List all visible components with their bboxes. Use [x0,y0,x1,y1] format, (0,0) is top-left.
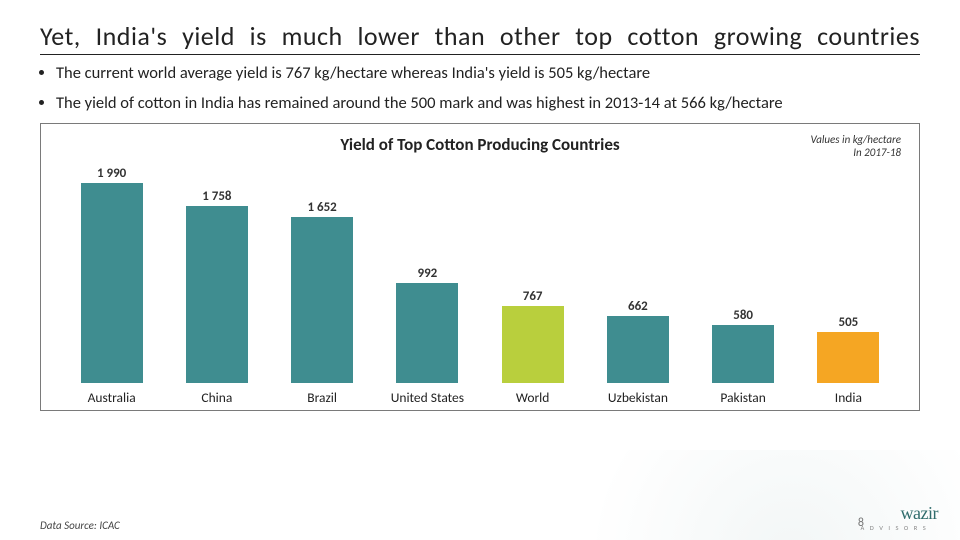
x-axis-label: Uzbekistan [585,389,690,406]
x-axis-label: Australia [59,389,164,406]
x-axis-label: World [480,389,585,406]
page-title: Yet, India's yield is much lower than ot… [40,22,920,55]
bullet-item: The current world average yield is 767 k… [56,63,920,83]
chart-title: Yield of Top Cotton Producing Countries [340,134,619,155]
chart-plot-area: 1 990 1 758 1 652 992 767 662 580 505 [59,161,901,383]
bar [607,316,669,383]
bar [712,325,774,383]
x-axis-label: Pakistan [691,389,796,406]
logo-subtext: A D V I S O R S [861,524,938,532]
bar-value-label: 505 [838,315,858,330]
bar [291,217,353,383]
bar-value-label: 1 652 [307,200,336,215]
logo: wazir A D V I S O R S [901,503,938,534]
bar-value-label: 992 [417,266,437,281]
x-axis-label: United States [375,389,480,406]
bar [396,283,458,383]
chart-header: Yield of Top Cotton Producing Countries … [59,134,901,155]
bar [817,332,879,383]
x-axis-label: India [796,389,901,406]
bar-value-label: 1 758 [202,189,231,204]
bar-value-label: 662 [628,299,648,314]
x-axis-label: China [164,389,269,406]
chart-note-line: In 2017-18 [811,147,902,160]
bullet-item: The yield of cotton in India has remaine… [56,93,920,113]
bar-column: 580 [691,161,796,383]
chart-note-line: Values in kg/hectare [811,134,902,147]
bar [81,183,143,383]
bar-value-label: 580 [733,308,753,323]
bar-column: 1 990 [59,161,164,383]
chart-note: Values in kg/hectare In 2017-18 [811,134,902,159]
logo-text: wazir [901,503,938,524]
bar [186,206,248,383]
chart-x-axis: AustraliaChinaBrazilUnited StatesWorldUz… [59,389,901,406]
slide: Yet, India's yield is much lower than ot… [0,0,960,540]
bullet-list: The current world average yield is 767 k… [40,63,920,113]
bar [502,306,564,383]
bar-column: 767 [480,161,585,383]
bar-column: 505 [796,161,901,383]
data-source: Data Source: ICAC [40,519,120,532]
x-axis-label: Brazil [270,389,375,406]
bar-column: 1 758 [164,161,269,383]
bar-column: 1 652 [270,161,375,383]
bar-column: 662 [585,161,690,383]
bar-column: 992 [375,161,480,383]
bar-value-label: 1 990 [97,166,126,181]
chart-container: Yield of Top Cotton Producing Countries … [40,123,920,411]
bar-value-label: 767 [523,289,543,304]
